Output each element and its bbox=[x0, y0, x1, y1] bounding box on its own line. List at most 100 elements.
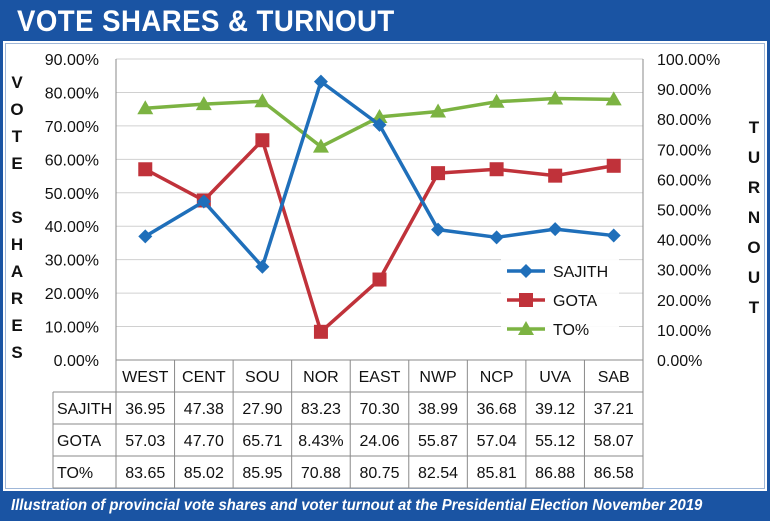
table-cell: 85.81 bbox=[477, 465, 517, 482]
left-axis-title-letter: E bbox=[11, 316, 23, 335]
data-point-to bbox=[547, 90, 564, 105]
right-tick-label: 100.00% bbox=[657, 52, 720, 69]
table-row-header: TO% bbox=[57, 465, 93, 482]
table-cell: 37.21 bbox=[594, 401, 634, 418]
data-point-gota bbox=[313, 324, 328, 339]
right-axis-title-letter: U bbox=[747, 148, 761, 167]
right-tick-label: 90.00% bbox=[657, 82, 711, 99]
right-tick-label: 10.00% bbox=[657, 323, 711, 340]
table-cell: 47.38 bbox=[184, 401, 224, 418]
table-cell: 36.68 bbox=[477, 401, 517, 418]
data-point-gota bbox=[138, 162, 153, 177]
legend-marker bbox=[518, 321, 534, 335]
table-cell: 58.07 bbox=[594, 433, 634, 450]
x-tick-label: WEST bbox=[122, 369, 168, 386]
table-cell: 85.02 bbox=[184, 465, 224, 482]
data-point-sajith bbox=[372, 117, 387, 132]
right-axis-title-letter: T bbox=[748, 298, 760, 317]
caption-bar: Illustration of provincial vote shares a… bbox=[3, 491, 767, 518]
data-point-sajith bbox=[196, 194, 211, 209]
left-axis-title-letter: R bbox=[10, 289, 24, 308]
left-tick-label: 20.00% bbox=[45, 286, 99, 303]
right-axis-title-letter: N bbox=[747, 208, 761, 227]
data-point-gota bbox=[372, 272, 387, 287]
right-axis-title-letter: U bbox=[747, 268, 761, 287]
data-point-sajith bbox=[313, 74, 328, 89]
legend-label: SAJITH bbox=[553, 264, 608, 281]
legend-label: TO% bbox=[553, 322, 589, 339]
left-tick-label: 70.00% bbox=[45, 119, 99, 136]
legend-label: GOTA bbox=[553, 293, 597, 310]
table-cell: 70.88 bbox=[301, 465, 341, 482]
table-cell: 39.12 bbox=[535, 401, 575, 418]
data-point-to bbox=[137, 100, 154, 115]
table-cell: 57.04 bbox=[477, 433, 517, 450]
data-point-to bbox=[312, 138, 329, 153]
table-cell: 80.75 bbox=[359, 465, 399, 482]
left-tick-label: 90.00% bbox=[45, 52, 99, 69]
right-tick-label: 70.00% bbox=[657, 142, 711, 159]
data-point-to bbox=[254, 93, 271, 108]
x-tick-label: UVA bbox=[539, 369, 571, 386]
left-axis-title-letter: T bbox=[11, 127, 23, 146]
table-cell: 82.54 bbox=[418, 465, 458, 482]
x-tick-label: CENT bbox=[182, 369, 226, 386]
table-cell: 8.43% bbox=[298, 433, 343, 450]
left-tick-label: 30.00% bbox=[45, 253, 99, 270]
left-axis-title-letter: H bbox=[10, 235, 24, 254]
data-point-sajith bbox=[489, 230, 504, 245]
legend-marker bbox=[519, 264, 533, 278]
legend-marker bbox=[519, 293, 533, 307]
table-cell: 47.70 bbox=[184, 433, 224, 450]
data-point-to bbox=[430, 103, 447, 118]
table-cell: 86.88 bbox=[535, 465, 575, 482]
data-point-sajith bbox=[255, 259, 270, 274]
table-cell: 36.95 bbox=[125, 401, 165, 418]
right-tick-label: 40.00% bbox=[657, 233, 711, 250]
right-tick-label: 80.00% bbox=[657, 112, 711, 129]
table-cell: 55.87 bbox=[418, 433, 458, 450]
table-cell: 24.06 bbox=[359, 433, 399, 450]
data-point-gota bbox=[548, 168, 563, 183]
left-axis-title-letter: S bbox=[11, 208, 23, 227]
data-point-sajith bbox=[548, 222, 563, 237]
left-tick-label: 50.00% bbox=[45, 186, 99, 203]
left-tick-label: 60.00% bbox=[45, 152, 99, 169]
right-tick-label: 60.00% bbox=[657, 172, 711, 189]
x-tick-label: NWP bbox=[419, 369, 456, 386]
left-axis-title-letter: E bbox=[11, 154, 23, 173]
data-point-gota bbox=[606, 158, 621, 173]
right-tick-label: 20.00% bbox=[657, 293, 711, 310]
data-point-gota bbox=[255, 133, 270, 148]
table-cell: 85.95 bbox=[242, 465, 282, 482]
table-cell: 83.65 bbox=[125, 465, 165, 482]
x-tick-label: NOR bbox=[303, 369, 339, 386]
title-bar: VOTE SHARES & TURNOUT bbox=[3, 3, 767, 41]
left-axis-title-letter: S bbox=[11, 343, 23, 362]
table-cell: 65.71 bbox=[242, 433, 282, 450]
right-tick-label: 50.00% bbox=[657, 203, 711, 220]
x-tick-label: EAST bbox=[359, 369, 401, 386]
data-point-to bbox=[605, 91, 622, 106]
data-point-gota bbox=[489, 162, 504, 177]
data-point-sajith bbox=[431, 222, 446, 237]
data-point-to bbox=[371, 108, 388, 123]
data-point-gota bbox=[431, 166, 446, 181]
right-axis-title-letter: R bbox=[747, 178, 761, 197]
left-tick-label: 80.00% bbox=[45, 85, 99, 102]
left-tick-label: 0.00% bbox=[54, 353, 99, 370]
x-tick-label: NCP bbox=[480, 369, 514, 386]
table-cell: 55.12 bbox=[535, 433, 575, 450]
left-tick-label: 40.00% bbox=[45, 219, 99, 236]
right-tick-label: 0.00% bbox=[657, 353, 702, 370]
page-title: VOTE SHARES & TURNOUT bbox=[17, 5, 395, 38]
table-cell: 27.90 bbox=[242, 401, 282, 418]
table-row-header: SAJITH bbox=[57, 401, 112, 418]
right-axis-title-letter: T bbox=[748, 118, 760, 137]
left-axis-title-letter: A bbox=[10, 262, 24, 281]
table-cell: 70.30 bbox=[359, 401, 399, 418]
right-tick-label: 30.00% bbox=[657, 263, 711, 280]
vote-turnout-chart: 0.00% 10.00% 20.00% 30.00% 40.00% 50.00% 60.00… bbox=[45, 52, 720, 489]
